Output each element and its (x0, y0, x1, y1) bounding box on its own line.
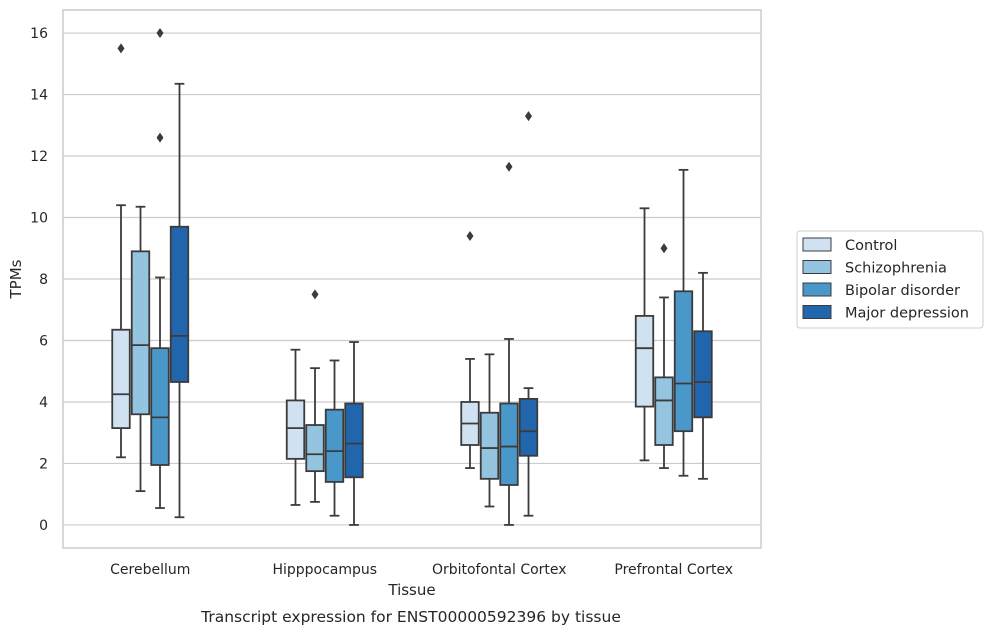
outlier-point (117, 43, 125, 54)
box-control (111, 43, 131, 459)
legend-entry: Schizophrenia (845, 261, 947, 277)
y-axis-title: TPMs (7, 259, 25, 299)
x-tick-label: Prefrontal Cortex (614, 562, 733, 578)
box-body (130, 250, 151, 416)
plot-frame (62, 9, 762, 549)
box-bipolar-disorder (324, 359, 345, 517)
box-body (169, 225, 190, 383)
box-schizophrenia (654, 243, 674, 469)
y-tick-label: 6 (39, 333, 48, 349)
box-plot-area (111, 28, 713, 526)
legend-entry: Bipolar disorder (845, 283, 960, 299)
x-axis-ticks: Cerebellum Hipppocampus Orbitofontal Corte… (110, 562, 733, 578)
outlier-point (156, 28, 164, 39)
y-tick-label: 4 (39, 395, 48, 411)
y-tick-label: 12 (30, 149, 48, 165)
box-control (460, 230, 480, 469)
box-bipolar-disorder (673, 168, 694, 477)
outlier-point (525, 111, 532, 122)
legend-entry: Control (845, 238, 897, 254)
box-control (285, 348, 306, 506)
outlier-point (156, 132, 164, 143)
outlier-point (311, 289, 319, 300)
y-tick-label: 8 (39, 272, 48, 288)
box-major-depression (344, 341, 364, 526)
box-body (150, 347, 170, 466)
box-schizophrenia (305, 289, 325, 503)
y-tick-label: 0 (39, 518, 48, 534)
box-body (499, 402, 519, 486)
legend-swatch (802, 260, 832, 274)
outlier-point (505, 161, 513, 172)
legend-swatch (802, 282, 832, 297)
box-bipolar-disorder (150, 28, 170, 509)
box-body (305, 424, 325, 473)
x-tick-label: Cerebellum (110, 562, 190, 578)
outlier-point (660, 243, 668, 254)
box-major-depression (518, 111, 539, 517)
box-body (111, 328, 131, 430)
y-tick-label: 16 (30, 26, 48, 42)
outlier-point (466, 230, 474, 241)
box-body (344, 402, 364, 479)
box-body (479, 411, 500, 480)
x-axis-title: Tissue (387, 581, 435, 599)
chart-caption: Transcript expression for ENST0000059239… (200, 608, 621, 626)
x-tick-label: Orbitofontal Cortex (432, 562, 567, 578)
box-major-depression (169, 82, 190, 519)
box-body (285, 399, 306, 460)
y-axis-ticks: 0 2 4 6 8 10 12 14 16 (30, 26, 48, 534)
legend-swatch (802, 305, 832, 319)
box-body (693, 330, 713, 419)
box-major-depression (693, 271, 713, 480)
y-tick-label: 2 (39, 456, 48, 472)
box-schizophrenia (130, 205, 151, 493)
legend-entry: Major depression (845, 306, 969, 322)
box-control (634, 207, 655, 462)
box-bipolar-disorder (499, 161, 519, 526)
legend-swatch (802, 237, 832, 252)
legend-frame (796, 230, 984, 329)
box-body (518, 397, 539, 457)
box-body (324, 408, 345, 483)
box-schizophrenia (479, 353, 500, 508)
box-body (673, 290, 694, 433)
box-body (654, 376, 674, 446)
box-body (634, 314, 655, 408)
legend: Control Schizophrenia Bipolar disorder Majo… (796, 230, 984, 329)
x-tick-label: Hipppocampus (272, 562, 377, 578)
y-tick-label: 14 (30, 88, 48, 104)
y-tick-label: 10 (30, 211, 48, 227)
